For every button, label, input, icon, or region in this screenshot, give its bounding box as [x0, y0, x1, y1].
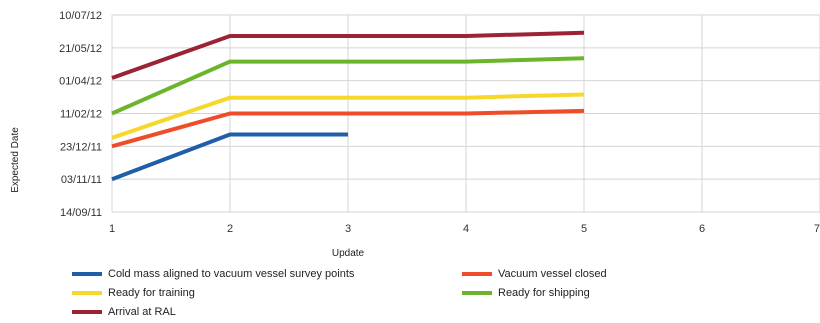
legend-label: Ready for training [108, 287, 195, 299]
x-tick-label: 2 [227, 223, 233, 235]
x-axis-label: Update [332, 248, 365, 259]
y-tick-label: 03/11/11 [61, 174, 102, 186]
legend-label: Cold mass aligned to vacuum vessel surve… [108, 268, 355, 280]
legend-item-vacuum-vessel: Vacuum vessel closed [462, 265, 607, 283]
legend-swatch [72, 272, 102, 276]
legend-swatch [72, 310, 102, 314]
x-tick-label: 4 [463, 223, 469, 235]
legend-swatch [72, 291, 102, 295]
x-tick-label: 1 [109, 223, 115, 235]
legend-item-ready-shipping: Ready for shipping [462, 284, 590, 302]
y-tick-label: 01/04/12 [59, 76, 102, 88]
y-tick-label: 14/09/11 [60, 207, 102, 219]
y-tick-label: 21/05/12 [59, 43, 102, 55]
legend: Cold mass aligned to vacuum vessel surve… [72, 265, 712, 321]
x-tick-label: 5 [581, 223, 587, 235]
series-line [111, 132, 348, 182]
y-tick-label: 23/12/11 [60, 141, 102, 153]
y-tick-label: 11/02/12 [60, 109, 102, 121]
series-line [111, 108, 585, 149]
legend-label: Arrival at RAL [108, 306, 176, 318]
legend-swatch [462, 272, 492, 276]
x-tick-label: 7 [814, 223, 820, 235]
legend-label: Vacuum vessel closed [498, 268, 607, 280]
legend-item-arrival-ral: Arrival at RAL [72, 303, 176, 321]
x-tick-label: 6 [699, 223, 705, 235]
legend-item-ready-training: Ready for training [72, 284, 195, 302]
x-tick-label: 3 [345, 223, 351, 235]
series-line [111, 30, 585, 80]
legend-swatch [462, 291, 492, 295]
legend-label: Ready for shipping [498, 287, 590, 299]
x-axis-ticks: 1 2 3 4 5 6 7 [109, 223, 820, 235]
line-chart: 14/09/11 03/11/11 23/12/11 11/02/12 01/04/12… [10, 10, 820, 259]
y-tick-label: 10/07/12 [59, 10, 102, 22]
legend-item-cold-mass: Cold mass aligned to vacuum vessel surve… [72, 265, 354, 283]
y-axis-label: Expected Date [10, 127, 21, 193]
series-lines [111, 30, 585, 182]
y-axis-ticks: 14/09/11 03/11/11 23/12/11 11/02/12 01/04/12… [59, 10, 102, 219]
series-line [111, 92, 585, 140]
grid [111, 14, 820, 213]
series-line [111, 56, 585, 116]
